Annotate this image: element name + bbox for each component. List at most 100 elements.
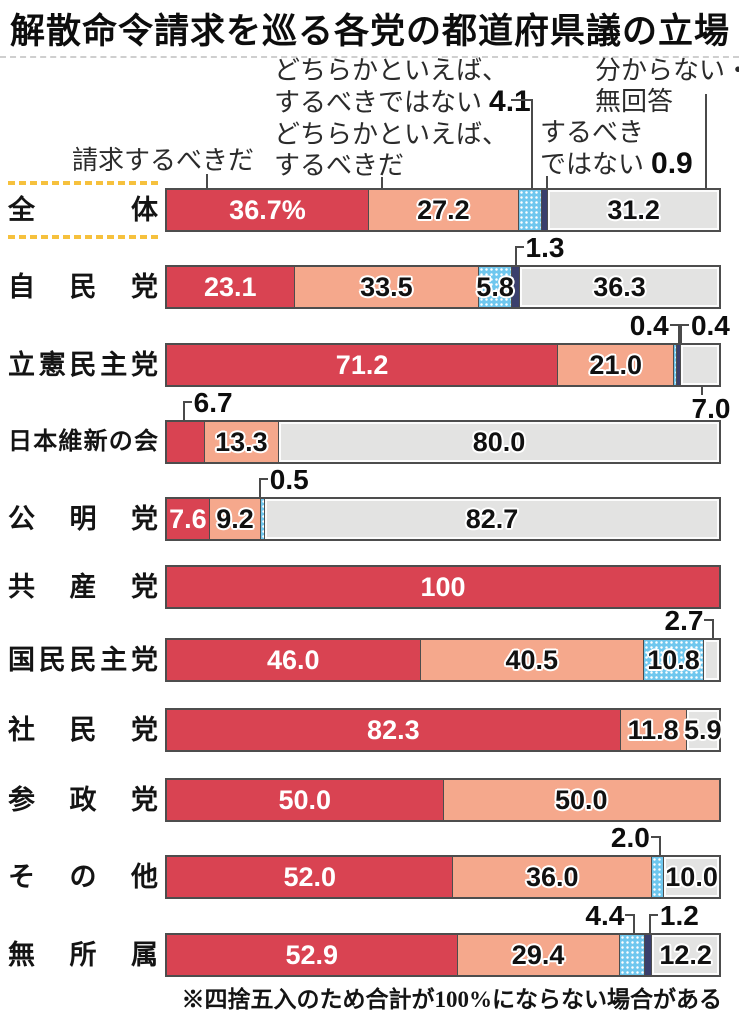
callout-value: 0.4 xyxy=(629,310,669,341)
party-label: 社民党 xyxy=(8,715,158,745)
party-label: 国民民主党 xyxy=(8,645,158,675)
legend-label-rather-should-line2: するべきだ xyxy=(274,150,405,180)
segment-value: 11.8 xyxy=(627,714,679,745)
segment-value: 21.0 xyxy=(589,349,642,380)
stacked-bar: 82.3 11.8 5.9 xyxy=(165,708,722,752)
segment-value: 5.8 xyxy=(476,271,514,302)
segment-value: 82.3 xyxy=(367,714,420,745)
callout-value: 1.2 xyxy=(659,900,699,931)
segment-rather-should: 33.5 xyxy=(293,267,479,307)
segment-should-not xyxy=(510,267,520,307)
callout-value: 0.4 xyxy=(690,310,730,341)
segment-value: 36.7% xyxy=(229,194,306,225)
segment-value: 10.0 xyxy=(665,861,718,892)
legend-value-rather-should-not: 4.1 xyxy=(489,85,531,118)
callout-line xyxy=(648,914,651,933)
party-row: 全体 36.7% 27.2 31.2 xyxy=(0,181,739,239)
callout-line xyxy=(514,246,517,265)
callout-line xyxy=(677,324,680,343)
party-row: 公明党 7.6 9.2 82.7 0.5 xyxy=(0,464,739,541)
party-row: 共産党 100 xyxy=(0,565,739,609)
segment-value: 40.5 xyxy=(505,644,558,675)
segment-value: 71.2 xyxy=(335,349,389,380)
callout-line xyxy=(649,914,658,916)
party-row: 社民党 82.3 11.8 5.9 xyxy=(0,708,739,752)
segment-rather-should-not xyxy=(673,345,677,385)
party-row: 立憲民主党 71.2 21.0 0.4 0.4 7.0 xyxy=(0,310,739,424)
segment-value: 9.2 xyxy=(216,503,254,534)
segment-should-request: 100 xyxy=(167,567,719,607)
legend-label-unknown-line2: 無回答 xyxy=(595,86,674,116)
legend-tick-rather-should xyxy=(381,177,383,189)
page-title: 解散命令請求を巡る各党の都道府県議の立場 xyxy=(10,12,729,51)
party-label: 参政党 xyxy=(8,785,158,815)
legend-value-should-not: 0.9 xyxy=(651,147,693,180)
segment-unknown: 12.2 xyxy=(651,935,720,975)
party-row: 日本維新の会 13.3 80.0 6.7 xyxy=(0,387,739,464)
segment-unknown: 82.7 xyxy=(263,499,719,539)
segment-value: 100 xyxy=(420,571,466,602)
segment-value: 36.3 xyxy=(593,271,646,302)
party-label: 日本維新の会 xyxy=(8,428,158,455)
segment-should-request: 36.7% xyxy=(167,190,368,230)
title-divider xyxy=(0,56,739,58)
segment-should-not xyxy=(643,935,652,975)
legend-label-should-not-text: ではない xyxy=(540,149,645,179)
callout-line xyxy=(259,478,268,480)
segment-value: 10.8 xyxy=(647,644,700,675)
legend-label-rather-should: どちらかといえば、 するべきだ xyxy=(274,119,508,181)
callout-line xyxy=(704,619,713,621)
legend-tick-should-request xyxy=(206,174,208,189)
callout-value: 6.7 xyxy=(193,387,233,418)
legend-label-rather-should-not-text: するべきではない xyxy=(274,87,483,117)
segment-rather-should: 29.4 xyxy=(456,935,619,975)
callout-line xyxy=(712,619,715,638)
callout-value: 7.0 xyxy=(691,393,731,424)
segment-unknown: 5.9 xyxy=(684,710,722,750)
legend-label-should-request: 請求するべきだ xyxy=(72,145,255,175)
segment-rather-should-not xyxy=(618,935,644,975)
stacked-bar: 52.9 29.4 12.2 xyxy=(165,933,721,977)
callout-line xyxy=(650,836,659,838)
legend-tick-should-not xyxy=(546,176,548,189)
callout-line xyxy=(183,401,192,403)
segment-should-request: 82.3 xyxy=(167,710,620,750)
callout-line xyxy=(258,478,261,497)
segment-should-request xyxy=(167,422,204,462)
segment-value: 50.0 xyxy=(554,784,608,815)
segment-rather-should-not xyxy=(651,857,664,897)
segment-unknown xyxy=(679,345,719,385)
segment-value: 12.2 xyxy=(659,939,712,970)
legend-label-unknown-line1: 分からない・ xyxy=(595,55,739,85)
segment-unknown: 36.3 xyxy=(519,267,719,307)
party-row: 自民党 23.1 33.5 5.8 36.3 1.3 xyxy=(0,232,739,309)
segment-value: 13.3 xyxy=(215,426,268,457)
legend-label-rather-should-not-line1: どちらかといえば、 xyxy=(274,55,509,85)
callout-value: 4.4 xyxy=(585,900,625,931)
segment-should-request: 71.2 xyxy=(167,345,558,385)
segment-rather-should-not: 5.8 xyxy=(476,267,514,307)
party-row: 国民民主党 46.0 40.5 10.8 2.7 xyxy=(0,605,739,682)
segment-value: 52.9 xyxy=(285,939,339,970)
segment-rather-should: 27.2 xyxy=(367,190,518,230)
segment-unknown: 31.2 xyxy=(547,190,720,230)
legend-label-unknown: 分からない・ 無回答 xyxy=(595,55,739,117)
segment-rather-should: 13.3 xyxy=(203,422,278,462)
callout-line xyxy=(669,324,678,326)
footnote: ※四捨五入のため合計が100%にならない場合がある xyxy=(181,987,723,1012)
stacked-bar: 46.0 40.5 10.8 xyxy=(165,638,721,682)
segment-rather-should: 50.0 xyxy=(442,780,719,820)
stacked-bar: 52.0 36.0 10.0 xyxy=(165,855,721,899)
party-row: 無所属 52.9 29.4 12.2 4.4 1.2 xyxy=(0,900,739,977)
segment-rather-should: 36.0 xyxy=(452,857,652,897)
party-label: その他 xyxy=(8,862,158,892)
callout-value: 2.0 xyxy=(610,822,650,853)
segment-should-request: 52.9 xyxy=(167,935,457,975)
segment-rather-should: 21.0 xyxy=(557,345,674,385)
segment-should-request: 50.0 xyxy=(167,780,443,820)
party-row: その他 52.0 36.0 10.0 2.0 xyxy=(0,822,739,899)
stacked-bar: 7.6 9.2 82.7 xyxy=(165,497,721,541)
segment-should-request: 46.0 xyxy=(167,640,420,680)
segment-value: 80.0 xyxy=(472,426,526,457)
